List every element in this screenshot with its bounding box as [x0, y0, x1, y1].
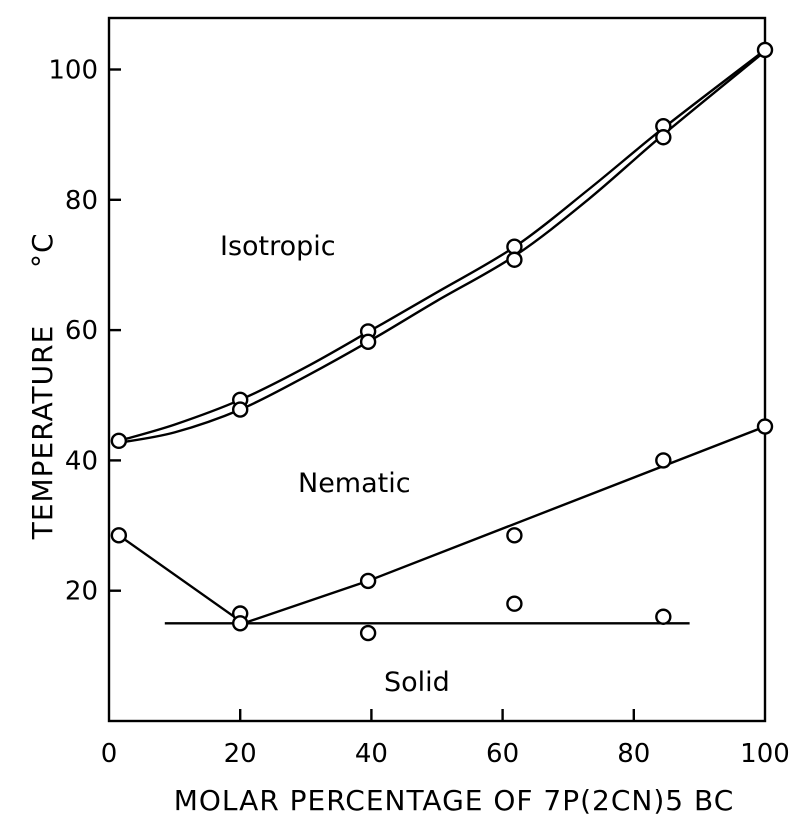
melting-point	[359, 624, 377, 642]
clearing-upper-curve	[118, 49, 766, 443]
melting-point	[110, 527, 128, 544]
clearing-lower-point	[655, 129, 672, 146]
x-tick-label: 80	[617, 739, 650, 769]
region-label-solid: Solid	[384, 667, 450, 698]
clearing-upper-point	[110, 432, 128, 450]
clearing-lower-curve	[118, 50, 766, 444]
melting-point	[655, 452, 672, 469]
x-tick-label: 20	[224, 739, 257, 769]
melting-point	[506, 527, 523, 544]
melting-point	[756, 418, 774, 435]
series-curves	[118, 49, 766, 625]
y-tick-label: 20	[65, 577, 98, 607]
y-axis-title: TEMPERATURE	[26, 325, 59, 541]
region-label-isotropic: Isotropic	[220, 231, 336, 262]
y-tick-label: 80	[65, 186, 98, 216]
x-tick-label: 40	[355, 739, 388, 769]
y-axis-unit: °C	[26, 232, 59, 268]
y-tick-label: 60	[65, 316, 98, 346]
clearing-lower-point	[506, 251, 523, 268]
clearing-lower-point	[359, 333, 377, 351]
melting-point	[506, 595, 523, 612]
x-tick-label: 100	[740, 739, 790, 769]
x-axis-title: MOLAR PERCENTAGE OF 7P(2CN)5 BC	[174, 784, 735, 817]
melting-point	[359, 572, 377, 590]
y-tick-label: 100	[48, 56, 98, 86]
series-points	[110, 41, 774, 642]
y-axis-ticks: 20 40 60 80 100	[48, 56, 121, 607]
plot-frame	[107, 16, 767, 723]
y-axis-unit-group: °C	[26, 232, 59, 268]
melting-curve	[118, 425, 766, 625]
x-tick-label: 60	[486, 739, 519, 769]
melting-point	[231, 615, 249, 632]
x-axis-ticks: 0 20 40 60 80 100	[101, 709, 790, 769]
clearing-lower-point	[231, 401, 249, 418]
y-axis-title-group: TEMPERATURE	[26, 325, 59, 541]
clearing-upper-point	[756, 41, 774, 59]
x-tick-label: 0	[101, 739, 118, 769]
y-tick-label: 40	[65, 446, 98, 476]
melting-point	[655, 608, 672, 625]
region-label-nematic: Nematic	[298, 468, 411, 499]
